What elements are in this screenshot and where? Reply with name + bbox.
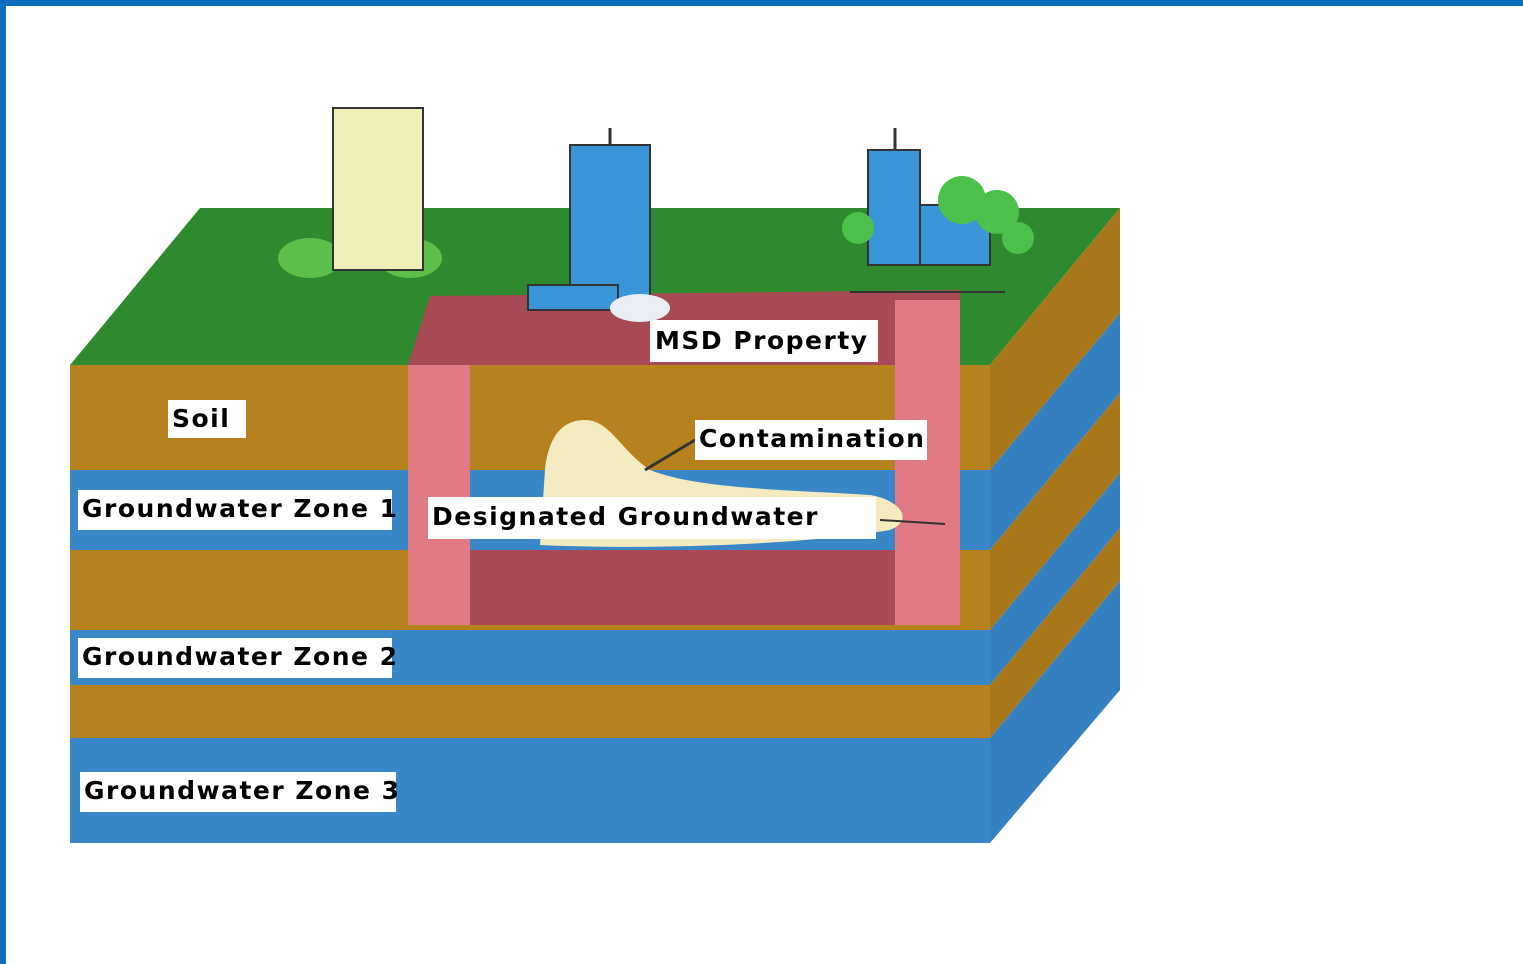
- labels: MSD Property Soil Contamination Groundwa…: [78, 320, 927, 812]
- label: Groundwater Zone 3: [84, 776, 401, 805]
- pointer: [879, 519, 946, 525]
- pointer: [644, 438, 696, 472]
- label-box: [428, 497, 876, 539]
- label: Groundwater Zone 1: [82, 494, 399, 523]
- buildings: [278, 107, 1034, 322]
- label-box: [650, 320, 878, 362]
- label-box: [80, 772, 396, 812]
- label: MSD Property: [655, 326, 869, 355]
- left-border: [0, 0, 6, 964]
- label-box: [78, 638, 392, 678]
- label-box: [78, 490, 392, 530]
- label-box: [168, 400, 246, 438]
- label: Soil: [172, 404, 230, 433]
- top-border: [0, 0, 1523, 6]
- label: Contamination: [699, 424, 925, 453]
- side-layers: [990, 208, 1120, 843]
- label-box: [695, 420, 927, 460]
- label: Designated Groundwater: [432, 502, 819, 531]
- label: Groundwater Zone 2: [82, 642, 399, 671]
